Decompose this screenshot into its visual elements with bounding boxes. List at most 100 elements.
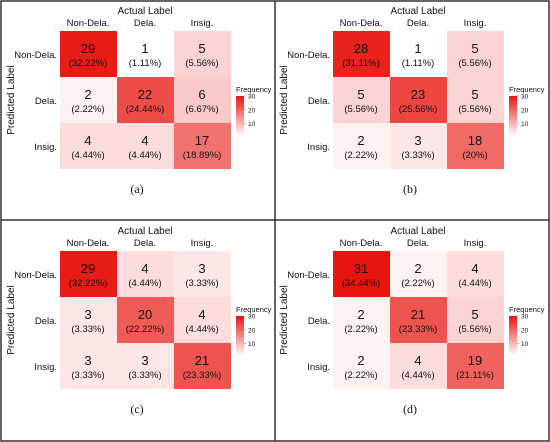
- y-tick-label: Insig.: [307, 362, 330, 373]
- x-tick-label: Non-Dela.: [67, 238, 110, 249]
- legend-tick-label: 30: [248, 314, 256, 321]
- heatmap-cell: [60, 77, 117, 123]
- panel-label: (c): [130, 402, 143, 416]
- heatmap-cell: [390, 251, 447, 297]
- x-tick-label: Insig.: [191, 238, 214, 249]
- cell-count-label: 1: [141, 41, 148, 56]
- cell-percent-label: (3.33%): [128, 370, 161, 381]
- x-axis-title: Actual Label: [117, 226, 172, 237]
- cell-percent-label: (4.44%): [128, 278, 161, 289]
- x-tick-label: Dela.: [407, 238, 429, 249]
- cell-count-label: 2: [414, 261, 421, 276]
- cell-count-label: 2: [84, 87, 91, 102]
- cell-count-label: 29: [81, 261, 95, 276]
- cell-percent-label: (4.44%): [401, 370, 434, 381]
- y-tick-label: Insig.: [34, 142, 57, 153]
- heatmap-cell: [60, 123, 117, 169]
- heatmap-cell: [117, 77, 174, 123]
- heatmap-cell: [390, 31, 447, 77]
- heatmap-cell: [117, 123, 174, 169]
- cell-count-label: 29: [81, 41, 95, 56]
- y-tick-label: Dela.: [308, 316, 330, 327]
- cell-percent-label: (6.67%): [185, 104, 218, 115]
- cell-count-label: 3: [198, 261, 205, 276]
- heatmap-cell: [333, 297, 390, 343]
- heatmap-cell: [447, 297, 504, 343]
- cell-percent-label: (31.11%): [342, 58, 380, 69]
- y-tick-label: Insig.: [34, 362, 57, 373]
- cell-percent-label: (4.44%): [185, 324, 218, 335]
- heatmap-cell: [174, 251, 231, 297]
- heatmap-cell: [174, 77, 231, 123]
- y-axis-title: Predicted Label: [279, 65, 290, 135]
- panel-label: (b): [403, 182, 417, 196]
- confusion-matrix-panel-3: Actual Label Non-Dela. Dela. Insig. Predicte…: [279, 226, 545, 416]
- y-tick-label: Non-Dela.: [14, 50, 57, 61]
- x-tick-label: Insig.: [464, 18, 487, 29]
- legend-colorbar: [236, 316, 244, 356]
- legend-tick-label: 30: [521, 314, 529, 321]
- x-tick-label: Non-Dela.: [340, 238, 383, 249]
- x-axis-title: Actual Label: [390, 226, 445, 237]
- heatmap-cell: [390, 77, 447, 123]
- heatmap-cell: [447, 343, 504, 389]
- cell-percent-label: (24.44%): [126, 104, 165, 115]
- heatmap-cell: [447, 251, 504, 297]
- y-tick-label: Dela.: [308, 96, 330, 107]
- heatmap-cell: [333, 251, 390, 297]
- panel-label: (d): [403, 402, 417, 416]
- legend-tick-label: 10: [248, 121, 256, 128]
- cell-count-label: 5: [198, 41, 205, 56]
- heatmap-cell: [174, 343, 231, 389]
- heatmap-cell: [174, 31, 231, 77]
- heatmap-cell: [390, 297, 447, 343]
- heatmap-cell: [174, 297, 231, 343]
- cell-count-label: 3: [84, 353, 91, 368]
- y-axis-title: Predicted Label: [6, 65, 17, 135]
- cell-count-label: 4: [198, 307, 205, 322]
- cell-percent-label: (5.56%): [458, 104, 491, 115]
- cell-percent-label: (25.56%): [399, 104, 438, 115]
- y-axis-title: Predicted Label: [279, 285, 290, 355]
- cell-count-label: 4: [141, 133, 148, 148]
- legend-colorbar: [509, 316, 517, 356]
- cell-count-label: 4: [84, 133, 91, 148]
- cell-percent-label: (4.44%): [71, 150, 104, 161]
- heatmap-cell: [333, 343, 390, 389]
- cell-percent-label: (3.33%): [401, 150, 434, 161]
- cell-percent-label: (1.11%): [129, 58, 162, 69]
- cell-count-label: 31: [354, 261, 368, 276]
- x-tick-label: Insig.: [191, 18, 214, 29]
- x-axis-title: Actual Label: [390, 6, 445, 17]
- heatmap-cell: [447, 123, 504, 169]
- cell-percent-label: (5.56%): [458, 58, 491, 69]
- x-tick-label: Non-Dela.: [67, 18, 110, 29]
- cell-percent-label: (5.56%): [344, 104, 377, 115]
- cell-percent-label: (1.11%): [402, 58, 435, 69]
- cell-percent-label: (2.22%): [401, 278, 434, 289]
- cell-count-label: 23: [411, 87, 425, 102]
- legend-colorbar: [509, 96, 517, 136]
- cell-count-label: 5: [357, 87, 364, 102]
- cell-count-label: 2: [357, 133, 364, 148]
- legend-title: Frequency: [236, 305, 272, 314]
- cell-percent-label: (23.33%): [183, 370, 222, 381]
- legend-tick-label: 30: [521, 94, 529, 101]
- cell-percent-label: (34.44%): [342, 278, 381, 289]
- legend-title: Frequency: [509, 85, 545, 94]
- panel-label: (a): [130, 182, 143, 196]
- cell-count-label: 18: [468, 133, 482, 148]
- cell-percent-label: (3.33%): [71, 324, 104, 335]
- legend-tick-label: 20: [248, 327, 256, 334]
- heatmap-cell: [174, 123, 231, 169]
- cell-count-label: 5: [471, 87, 478, 102]
- legend-tick-label: 30: [248, 94, 256, 101]
- legend-tick-label: 20: [521, 107, 529, 114]
- cell-percent-label: (3.33%): [71, 370, 104, 381]
- legend-tick-label: 20: [248, 107, 256, 114]
- cell-percent-label: (2.22%): [71, 104, 104, 115]
- x-tick-label: Dela.: [134, 238, 156, 249]
- confusion-matrix-panel-1: Actual Label Non-Dela. Dela. Insig. Predicte…: [279, 6, 545, 196]
- y-tick-label: Dela.: [35, 316, 57, 327]
